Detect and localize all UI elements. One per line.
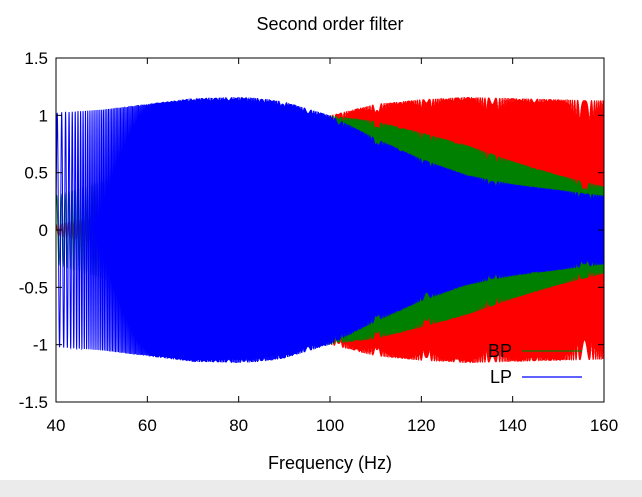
x-tick-label: 120 <box>407 416 435 435</box>
legend-label: LP <box>490 367 512 387</box>
y-tick-label: 0 <box>39 221 48 240</box>
y-tick-label: -0.5 <box>19 278 48 297</box>
y-axis: 1.5 1 0.5 0 -0.5 -1 -1.5 <box>19 49 604 412</box>
y-tick-label: -1.5 <box>19 393 48 412</box>
y-tick-label: 1 <box>39 106 48 125</box>
x-tick-label: 60 <box>138 416 157 435</box>
x-tick-label: 140 <box>498 416 526 435</box>
y-tick-label: -1 <box>33 336 48 355</box>
y-tick-label: 0.5 <box>24 164 48 183</box>
legend-label: BP <box>488 341 512 361</box>
x-axis-label: Frequency (Hz) <box>268 453 392 473</box>
x-tick-label: 100 <box>316 416 344 435</box>
series-layer <box>56 97 604 363</box>
x-axis: 40 60 80 100 120 140 160 <box>47 58 618 435</box>
x-tick-label: 40 <box>47 416 66 435</box>
x-tick-label: 80 <box>229 416 248 435</box>
chart-title: Second order filter <box>256 14 403 34</box>
x-tick-label: 160 <box>590 416 618 435</box>
legend: BP LP <box>488 341 582 387</box>
series-line-3 <box>56 97 604 363</box>
chart-figure: Second order filter 40 60 80 100 120 140 160 1… <box>0 0 642 480</box>
chart-svg: Second order filter 40 60 80 100 120 140 160 1… <box>19 14 618 473</box>
y-tick-label: 1.5 <box>24 49 48 68</box>
